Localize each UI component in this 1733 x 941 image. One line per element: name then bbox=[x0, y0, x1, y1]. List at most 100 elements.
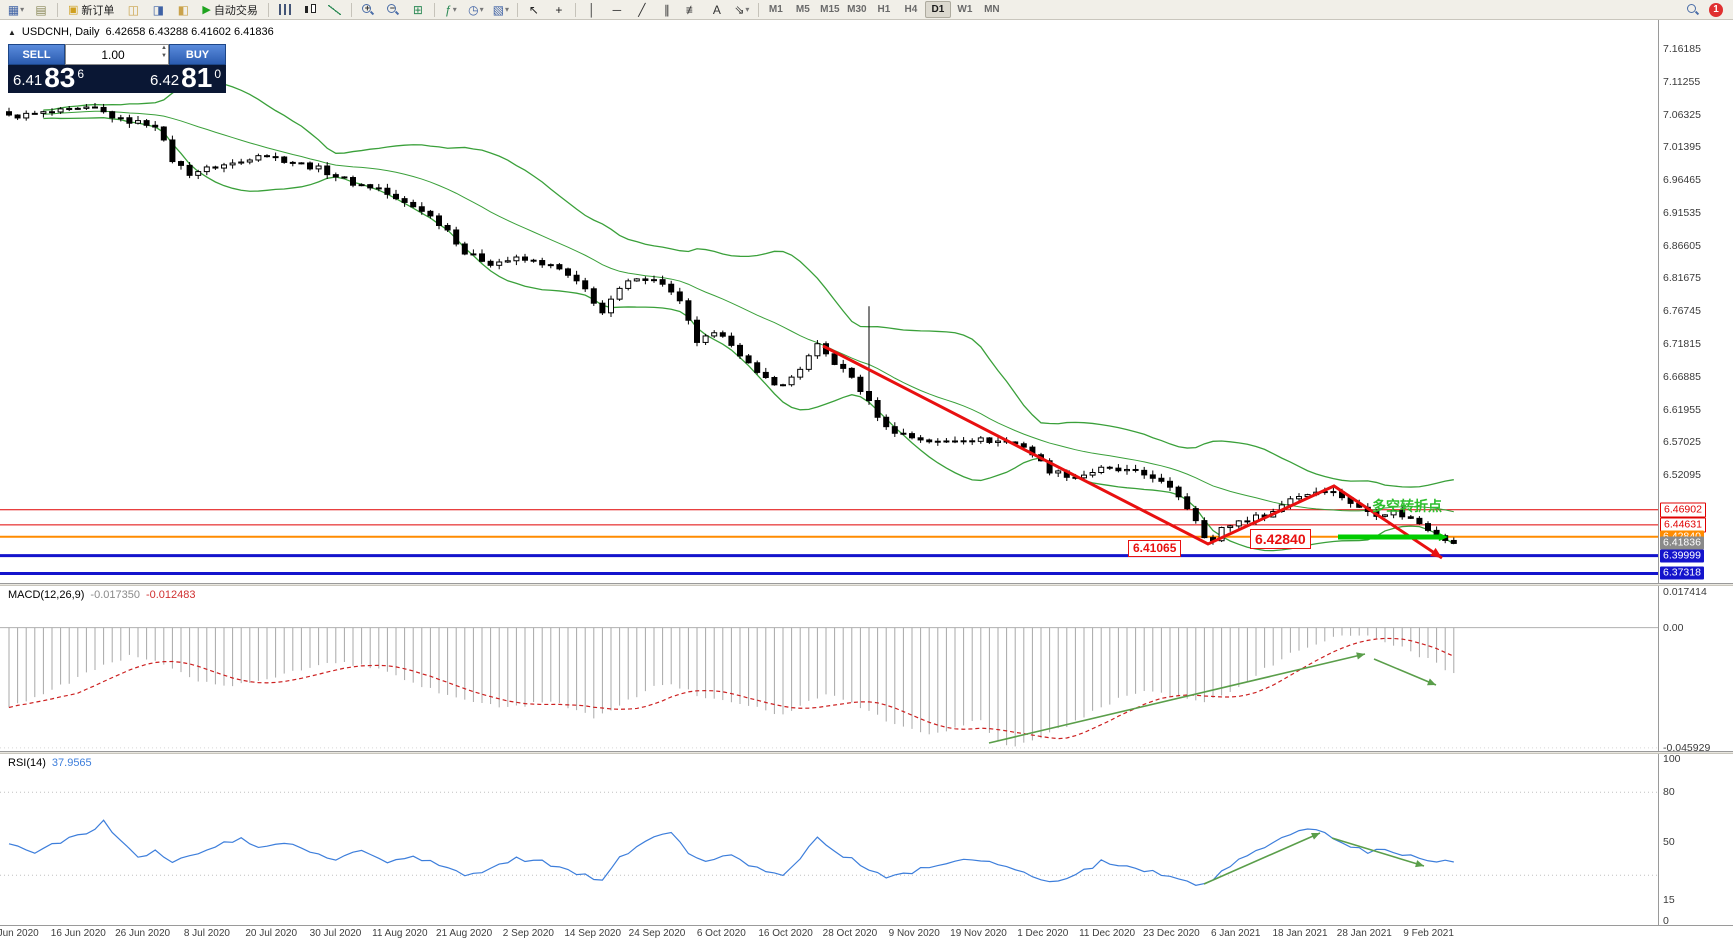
ask-int: 6.42 bbox=[149, 71, 180, 89]
line-chart-icon[interactable] bbox=[323, 0, 347, 19]
periods-icon[interactable]: ◷ ▾ bbox=[464, 0, 488, 19]
tile-windows-icon[interactable]: ⊞ bbox=[406, 0, 430, 19]
pivot-point-annotation[interactable]: 多空转折点 bbox=[1372, 498, 1442, 514]
price-axis-border bbox=[1658, 20, 1659, 925]
timeframe-M15[interactable]: M15 bbox=[820, 4, 840, 15]
candlestick-chart-icon bbox=[303, 3, 317, 16]
new-chart-icon-dropdown[interactable]: ▾ bbox=[20, 4, 25, 14]
horizontal-line-icon[interactable]: ─ bbox=[605, 0, 629, 19]
zoom-in-icon: + bbox=[361, 3, 374, 16]
channel-icon[interactable]: ∥ bbox=[655, 0, 679, 19]
new-chart-icon[interactable]: ▦ ▾ bbox=[4, 0, 28, 19]
market-watch-icon[interactable]: ◫ bbox=[121, 0, 145, 19]
date-axis-label: 1 Dec 2020 bbox=[1017, 928, 1069, 939]
profiles-icon[interactable]: ▤ bbox=[29, 0, 53, 19]
timeframe-M30[interactable]: M30 bbox=[847, 4, 867, 15]
timeframe-MN[interactable]: MN bbox=[984, 4, 1000, 15]
date-axis-label: 16 Oct 2020 bbox=[758, 928, 813, 939]
price-annotation-level[interactable]: 6.42840 bbox=[1250, 529, 1311, 549]
price-axis-label: 7.11255 bbox=[1663, 75, 1701, 88]
timeframe-H4[interactable]: H4 bbox=[904, 4, 918, 15]
symbol-period-label: USDCNH, Daily bbox=[21, 26, 100, 38]
date-axis-label: 26 Jun 2020 bbox=[115, 928, 171, 939]
arrows-icon-dropdown[interactable]: ▾ bbox=[745, 4, 750, 14]
zoom-in-icon[interactable]: + bbox=[356, 0, 380, 19]
volume-input[interactable] bbox=[66, 46, 168, 63]
date-axis-label: 30 Jul 2020 bbox=[309, 928, 362, 939]
toolbar-separator bbox=[516, 2, 518, 17]
one-click-collapse-icon[interactable]: ▲ bbox=[8, 27, 16, 37]
date-axis-label: 11 Dec 2020 bbox=[1079, 928, 1136, 939]
text-icon: A bbox=[712, 2, 721, 17]
templates-icon-dropdown[interactable]: ▾ bbox=[505, 4, 510, 14]
date-axis-label: 8 Jul 2020 bbox=[183, 928, 230, 939]
timeframe-H1[interactable]: H1 bbox=[877, 4, 891, 15]
price-axis-tag: 6.46902 bbox=[1660, 502, 1706, 518]
price-annotation-low[interactable]: 6.41065 bbox=[1128, 540, 1182, 557]
toolbar-separator bbox=[757, 2, 759, 17]
candlestick-chart-icon[interactable] bbox=[298, 0, 322, 19]
rsi-scale-label: 15 bbox=[1663, 894, 1675, 907]
navigator-icon[interactable]: ◧ bbox=[171, 0, 195, 19]
bar-chart-icon[interactable] bbox=[273, 0, 297, 19]
templates-icon[interactable]: ▧ ▾ bbox=[489, 0, 513, 19]
indicators-icon: ƒ bbox=[445, 2, 452, 17]
autotrading-button: ▶ bbox=[202, 4, 211, 16]
price-axis-label: 6.71815 bbox=[1663, 338, 1701, 351]
line-chart-icon bbox=[328, 4, 342, 15]
price-axis-label: 6.81675 bbox=[1663, 272, 1701, 285]
date-axis-label: 6 Jan 2021 bbox=[1210, 928, 1261, 939]
indicators-icon[interactable]: ƒ ▾ bbox=[439, 0, 463, 19]
date-axis-label: 21 Aug 2020 bbox=[436, 928, 493, 939]
horizontal-line-icon: ─ bbox=[612, 2, 622, 17]
search-icon[interactable] bbox=[1680, 0, 1704, 19]
ask-pip-digit: 0 bbox=[214, 67, 221, 81]
volume-field[interactable]: ▲▼ bbox=[65, 44, 169, 65]
chart-title: ▲ USDCNH, Daily 6.42658 6.43288 6.41602 … bbox=[8, 26, 274, 38]
indicators-icon-dropdown[interactable]: ▾ bbox=[452, 4, 457, 14]
timeframe-M5[interactable]: M5 bbox=[795, 4, 810, 15]
price-axis-tag: 6.41836 bbox=[1660, 536, 1704, 550]
date-axis-label: 19 Nov 2020 bbox=[950, 928, 1007, 939]
date-axis-label: 18 Jan 2021 bbox=[1272, 928, 1328, 939]
search-icon bbox=[1686, 3, 1699, 16]
vertical-line-icon[interactable]: │ bbox=[580, 0, 604, 19]
toolbar-separator bbox=[574, 2, 576, 17]
bid-pip-digit: 6 bbox=[77, 67, 85, 81]
new-order-button-label: 新订单 bbox=[81, 4, 115, 17]
volume-stepper[interactable]: ▲ ▼ bbox=[161, 45, 167, 59]
price-axis-label: 6.86605 bbox=[1663, 239, 1701, 252]
price-axis-tag: 6.39999 bbox=[1660, 549, 1704, 563]
date-axis-label: 2 Sep 2020 bbox=[502, 928, 554, 939]
trendline-icon[interactable]: ╱ bbox=[630, 0, 654, 19]
timeframe-M1[interactable]: M1 bbox=[768, 4, 783, 15]
price-axis-tag: 6.37318 bbox=[1660, 566, 1704, 580]
price-axis-label: 7.01395 bbox=[1663, 141, 1701, 154]
notification-badge[interactable]: 1 bbox=[1709, 2, 1723, 17]
sell-button[interactable]: SELL bbox=[8, 44, 65, 65]
pane-divider[interactable] bbox=[0, 751, 1733, 754]
periods-icon-dropdown[interactable]: ▾ bbox=[479, 4, 484, 14]
tile-windows-icon: ⊞ bbox=[412, 2, 423, 17]
date-axis-label: 11 Aug 2020 bbox=[372, 928, 428, 939]
text-icon[interactable]: A bbox=[705, 0, 729, 19]
arrows-icon[interactable]: ⇘ ▾ bbox=[730, 0, 754, 19]
fibonacci-icon[interactable]: ≢ bbox=[680, 0, 704, 19]
data-window-icon[interactable]: ◨ bbox=[146, 0, 170, 19]
rsi-scale-label: 80 bbox=[1663, 786, 1675, 799]
pane-divider[interactable] bbox=[0, 583, 1733, 586]
buy-button[interactable]: BUY bbox=[169, 44, 226, 65]
autotrading-button[interactable]: ▶ 自动交易 bbox=[196, 0, 263, 19]
time-axis[interactable] bbox=[0, 925, 1733, 941]
cursor-icon[interactable]: ↖ bbox=[522, 0, 546, 19]
timeframe-W1[interactable]: W1 bbox=[957, 4, 973, 15]
channel-icon: ∥ bbox=[663, 2, 670, 17]
bar-chart-icon bbox=[278, 4, 291, 15]
crosshair-icon[interactable]: + bbox=[547, 0, 571, 19]
cursor-icon: ↖ bbox=[528, 2, 539, 17]
zoom-out-icon[interactable]: − bbox=[381, 0, 405, 19]
price-axis-label: 6.76745 bbox=[1663, 305, 1701, 318]
new-order-button[interactable]: ▣ 新订单 bbox=[62, 0, 120, 19]
timeframe-D1[interactable]: D1 bbox=[924, 1, 951, 18]
